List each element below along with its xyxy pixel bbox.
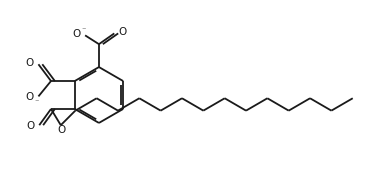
Text: O: O xyxy=(27,121,35,131)
Text: O: O xyxy=(73,29,81,39)
Text: O: O xyxy=(26,58,34,68)
Text: O: O xyxy=(118,27,126,37)
Text: O: O xyxy=(57,125,65,135)
Text: ⁻: ⁻ xyxy=(81,25,85,35)
Text: O: O xyxy=(26,92,34,102)
Text: ⁻: ⁻ xyxy=(35,97,39,106)
